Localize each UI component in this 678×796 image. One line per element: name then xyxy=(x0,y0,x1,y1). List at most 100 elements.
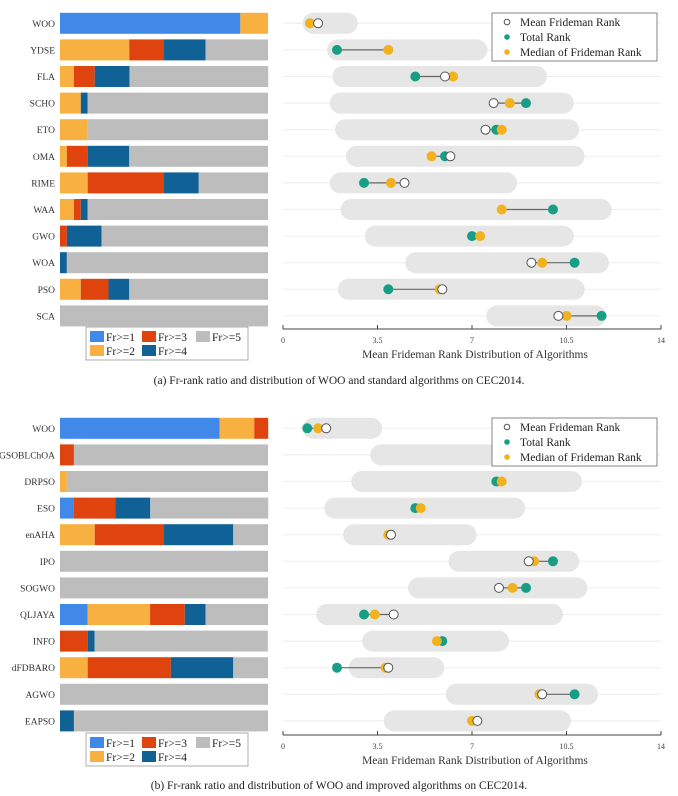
mean-rank-dot xyxy=(480,124,491,135)
category-label: IPO xyxy=(40,558,55,568)
dot-legend-label: Total Rank xyxy=(520,437,571,449)
bar-segment-Frge5 xyxy=(129,66,269,87)
median-rank-dot xyxy=(305,18,315,29)
median-rank-dot xyxy=(496,124,507,135)
range-pill xyxy=(448,550,580,572)
bar-segment-Frge1 xyxy=(60,497,74,519)
range-pill xyxy=(337,278,585,300)
legend-label: Fr>=3 xyxy=(158,738,187,750)
bar-segment-Frge4 xyxy=(80,92,88,114)
bar-segment-Frge5 xyxy=(205,39,268,61)
median-rank-dot xyxy=(537,257,548,268)
total-rank-dot xyxy=(569,257,580,268)
bar-segment-Frge3 xyxy=(129,39,164,61)
dot-legend-label: Total Rank xyxy=(520,32,571,44)
legend-swatch-Frge5 xyxy=(196,331,210,342)
median-rank-dot xyxy=(496,204,507,215)
bar-segment-Frge2 xyxy=(60,199,74,220)
bar-legend: Fr>=1 Fr>=2 Fr>=3 Fr>=4 Fr>=5 xyxy=(85,326,249,361)
panel-a: WOO YDSE FLA SCHO ETO OMA RIME WAA GWO WOA PSO SCA F… xyxy=(30,12,665,387)
x-tick-label: 10.5 xyxy=(560,742,574,751)
mean-rank-dot xyxy=(388,609,399,620)
bar-segment-Frge4 xyxy=(66,225,102,247)
category-label: DRPSO xyxy=(24,478,55,488)
bar-segment-Frge4 xyxy=(184,604,206,625)
bar-segment-Frge5 xyxy=(129,278,268,300)
bar-segment-Frge1 xyxy=(60,417,220,439)
legend-label: Fr>=3 xyxy=(158,332,187,344)
legend-swatch-Frge2 xyxy=(90,751,104,762)
bar-segment-Frge2 xyxy=(60,524,95,546)
bar-segment-Frge3 xyxy=(80,278,109,300)
bar-segment-Frge5 xyxy=(73,710,268,732)
bar-segment-Frge1 xyxy=(60,12,241,34)
mean-rank-dot xyxy=(523,556,534,567)
panel-b: WOO GSOBLChOA DRPSO ESO enAHA IPO SOGWO QLJAYA I… xyxy=(0,417,665,792)
dot-legend-box xyxy=(491,417,658,467)
bar-segment-Frge5 xyxy=(60,577,268,599)
median-rank-dot xyxy=(561,310,572,321)
bar-segment-Frge2 xyxy=(87,604,151,625)
bar-segment-Frge4 xyxy=(164,39,206,61)
bar-segment-Frge5 xyxy=(129,145,268,167)
total-rank-dot xyxy=(302,423,313,434)
bar-segment-Frge2 xyxy=(60,66,74,87)
bar-segment-Frge4 xyxy=(164,172,199,194)
legend-label: Fr>=4 xyxy=(158,752,187,764)
bar-segment-Frge3 xyxy=(87,172,164,194)
range-pill xyxy=(329,92,574,114)
category-label: PSO xyxy=(38,286,56,296)
median-rank-dot xyxy=(383,44,394,55)
bar-segment-Frge1 xyxy=(60,604,88,625)
category-label: QLJAYA xyxy=(20,611,55,621)
median-rank-dot xyxy=(448,71,459,82)
bar-segment-Frge4 xyxy=(164,524,234,546)
range-pill xyxy=(351,471,582,492)
bar-segment-Frge5 xyxy=(94,630,268,652)
bar-segment-Frge5 xyxy=(198,172,268,194)
bar-segment-Frge3 xyxy=(60,444,74,466)
legend-swatch-Frge2 xyxy=(90,345,104,356)
bar-segment-Frge2 xyxy=(60,657,88,679)
category-label: RIME xyxy=(31,179,55,189)
bar-segment-Frge4 xyxy=(108,278,130,300)
category-label: AGWO xyxy=(25,691,55,701)
legend-swatch-Frge1 xyxy=(90,737,104,748)
total-rank-dot xyxy=(548,204,558,215)
bar-segment-Frge4 xyxy=(87,630,95,652)
mean-rank-dot xyxy=(437,284,448,295)
category-label: ESO xyxy=(37,505,55,515)
mean-rank-dot xyxy=(399,177,410,188)
mean-rank-dot xyxy=(553,310,564,321)
bar-segment-Frge5 xyxy=(101,225,268,247)
dot-legend-label: Mean Frideman Rank xyxy=(520,17,621,29)
category-label: SCHO xyxy=(30,100,55,110)
bar-segment-Frge3 xyxy=(60,630,88,652)
category-label: INFO xyxy=(33,638,55,648)
legend-label: Fr>=4 xyxy=(158,346,187,358)
total-rank-dot xyxy=(410,71,421,82)
range-pill xyxy=(302,12,358,34)
total-rank-dot xyxy=(359,609,369,620)
bar-segment-Frge2 xyxy=(240,12,268,34)
category-label: YDSE xyxy=(30,46,55,56)
total-rank-dot xyxy=(332,662,342,673)
range-pill xyxy=(345,145,585,167)
legend-swatch-Frge5 xyxy=(196,737,210,748)
median-rank-dot xyxy=(313,423,324,434)
legend-label: Fr>=5 xyxy=(212,738,241,750)
median-rank-dot xyxy=(369,609,380,620)
bar-segment-Frge4 xyxy=(115,497,151,519)
legend-swatch-Frge1 xyxy=(90,331,104,342)
category-label: SCA xyxy=(37,312,56,322)
bar-segment-Frge4 xyxy=(60,710,74,732)
bar-segment-Frge3 xyxy=(87,657,171,679)
category-label: WOO xyxy=(32,425,55,435)
mean-rank-dot xyxy=(494,582,504,593)
bar-segment-Frge5 xyxy=(87,92,268,114)
legend-label: Fr>=5 xyxy=(212,332,241,344)
bar-segment-Frge2 xyxy=(60,92,81,114)
bar-legend: Fr>=1 Fr>=2 Fr>=3 Fr>=4 Fr>=5 xyxy=(85,732,249,767)
category-label: OMA xyxy=(33,153,55,163)
